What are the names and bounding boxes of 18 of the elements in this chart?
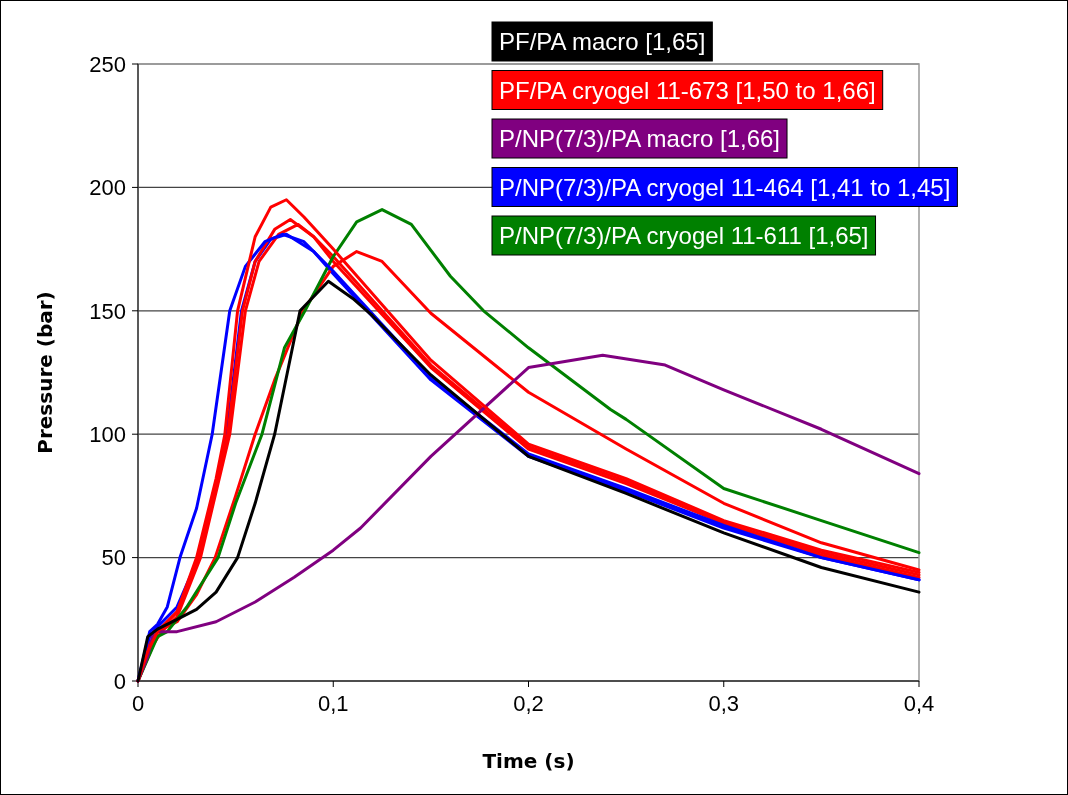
- y-tick-label: 100: [89, 421, 126, 447]
- text: P/NP(7/3)/PA macro [1,66]: [499, 125, 781, 152]
- text: PF/PA macro [1,65]: [499, 28, 706, 55]
- x-tick-label: 0,3: [708, 691, 740, 716]
- x-tick-label: 0,2: [513, 691, 544, 716]
- y-axis-title: Pressure (bar): [33, 291, 57, 454]
- y-tick-label: 0: [113, 668, 126, 694]
- x-tick-label: 0,4: [903, 691, 935, 716]
- x-axis-title: Time (s): [482, 749, 575, 773]
- y-tick-label: 50: [101, 545, 126, 571]
- y-tick-label: 150: [89, 298, 126, 324]
- text: P/NP(7/3)/PA cryogel 11-611 [1,65]: [499, 222, 869, 249]
- y-tick-label: 200: [89, 175, 126, 201]
- y-tick-label: 250: [89, 51, 126, 77]
- x-tick-label: 0: [131, 691, 145, 716]
- x-tick-label: 0,1: [317, 691, 349, 716]
- text: P/NP(7/3)/PA cryogel 11-464 [1,41 to 1,45]: [499, 173, 951, 201]
- text: PF/PA cryogel 11-673 [1,50 to 1,66]: [499, 76, 876, 104]
